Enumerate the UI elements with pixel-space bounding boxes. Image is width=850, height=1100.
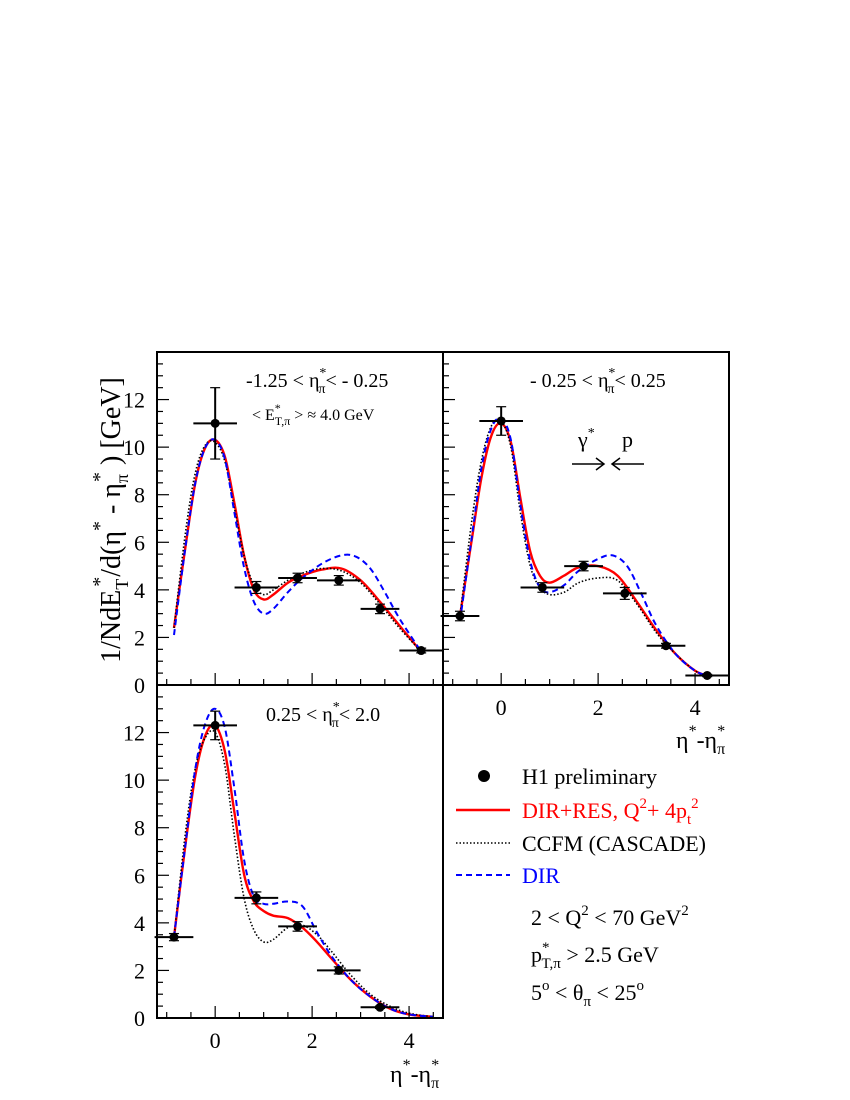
y-tick-label: 10 [123,435,145,460]
y-tick-label: 2 [134,625,145,650]
y-tick-label: 6 [134,863,145,888]
x-tick-label: 0 [210,1028,221,1053]
proton-arrow-head [610,457,621,471]
et-label-top-left: < E* T,π > ≈ 4.0 GeV [252,401,375,428]
series-dir-curve [173,438,423,653]
x-tick-label: 4 [690,695,701,720]
panel-top-right: 0 2 4 [440,351,730,720]
series-dir-curve [173,707,434,1018]
panel-top-left: 0 2 4 6 8 10 12 [123,351,444,698]
x-axis-label-bottom: η*-ηπ* [390,1057,439,1092]
cut-q2: 2 < Q2 < 70 GeV2 [531,903,689,930]
legend-h1-marker [478,770,490,782]
data-point-marker [416,646,426,656]
x-tick-label: 2 [307,1028,318,1053]
data-point-marker [702,670,712,680]
legend-dir-label: DIR [522,863,560,888]
data-point-marker [496,416,506,426]
data-point-marker [251,582,261,592]
panel-label-top-right: - 0.25 < η* π< 0.25 [530,366,666,397]
cut-theta: 5o < θπ < 25o [531,978,644,1010]
y-axis-label: 1/NdET*/d(η* - ηπ* ) [GeV] [89,377,132,663]
y-tick-label: 6 [134,530,145,555]
data-point-marker [293,921,303,931]
series-ccfm-curve [173,439,422,653]
data-point-marker [375,1002,385,1012]
y-tick-label: 4 [134,911,145,936]
gamma-label: γ* [577,426,595,452]
y-tick-label: 8 [134,483,145,508]
x-tick-label: 0 [496,695,507,720]
proton-label: p [622,427,633,452]
data-point-marker [375,604,385,614]
data-point-marker [537,582,547,592]
series-dirres-curve [172,723,434,1018]
legend-ccfm-label: CCFM (CASCADE) [522,831,706,856]
data-point-marker [334,965,344,975]
series-ccfm-curve [173,729,434,1018]
cut-pt: p* T,π > 2.5 GeV [531,940,659,972]
x-tick-label: 4 [404,1028,415,1053]
y-tick-label: 12 [123,721,145,746]
data-point-marker [334,575,344,585]
data-point-marker [661,641,671,651]
y-tick-label: 4 [134,578,145,603]
series-dirres-curve [458,422,708,677]
series-ccfm-curve [459,418,708,677]
y-tick-label: 0 [134,1006,145,1031]
y-tick-label: 12 [123,388,145,413]
legend-dirres-label: DIR+RES, Q2+ 4pt2 [522,796,699,828]
y-tick-label: 8 [134,816,145,841]
panel-label-bottom-left: 0.25 < η* π< 2.0 [266,700,380,731]
legend: H1 preliminary DIR+RES, Q2+ 4pt2 CCFM (C… [456,764,706,1010]
data-point-marker [620,588,630,598]
series-dirres-curve [172,438,423,653]
series-dir-curve [459,417,708,677]
panel-frame [156,684,444,1019]
legend-h1-label: H1 preliminary [522,764,657,789]
panel-label-top-left: -1.25 < η* π< - 0.25 [246,366,388,397]
data-point-marker [293,573,303,583]
y-tick-label: 0 [134,673,145,698]
data-point-marker [210,720,220,730]
panel-bottom-left: 0 2 4 6 8 10 12 0 2 4 [123,684,444,1053]
data-point-marker [169,932,179,942]
data-point-marker [210,418,220,428]
panel-frame [156,351,444,686]
y-tick-label: 2 [134,958,145,983]
data-point-marker [455,611,465,621]
panel-frame [442,351,730,686]
y-tick-label: 10 [123,768,145,793]
data-point-marker [579,561,589,571]
gamma-arrow-head [595,457,606,471]
data-point-marker [251,893,261,903]
x-axis-label-top-right: η*-ηπ* [676,723,725,758]
beam-direction: γ* p [572,426,644,471]
x-tick-label: 2 [593,695,604,720]
